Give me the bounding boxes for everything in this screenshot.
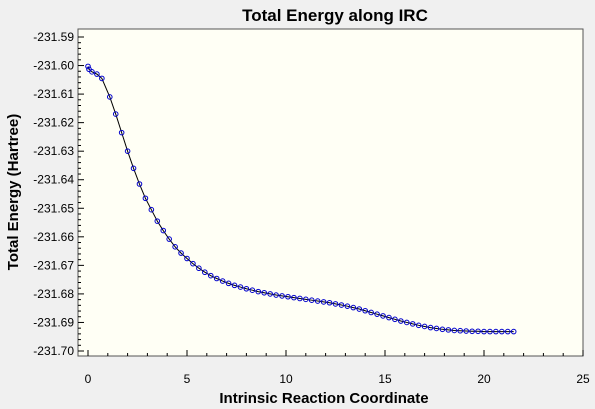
- y-tick-label: -231.59: [33, 30, 74, 44]
- data-point: [106, 94, 113, 100]
- data-point: [142, 195, 149, 202]
- data-point: [326, 299, 333, 306]
- x-tick-label: 15: [378, 372, 392, 386]
- data-point: [338, 302, 345, 308]
- data-point: [457, 327, 464, 334]
- data-point: [308, 297, 315, 303]
- data-point: [112, 111, 119, 117]
- data-point: [94, 71, 100, 77]
- y-tick-label: -231.60: [33, 59, 74, 73]
- data-point: [267, 291, 273, 297]
- y-tick-label: -231.65: [33, 201, 74, 215]
- data-point: [398, 318, 404, 324]
- data-point: [196, 265, 202, 272]
- data-point: [297, 295, 303, 302]
- data-point: [487, 328, 493, 335]
- data-point: [463, 328, 469, 334]
- data-point: [243, 285, 250, 292]
- data-point: [130, 165, 137, 172]
- data-point: [403, 319, 410, 326]
- data-point: [504, 328, 511, 335]
- y-tick-label: -231.68: [33, 287, 74, 301]
- x-tick-label: 0: [85, 372, 92, 386]
- data-point: [273, 292, 279, 298]
- data-point: [427, 324, 434, 331]
- plot-area: [77, 28, 584, 357]
- y-axis: -231.59 -231.60 -231.61 -231.62 -231.63 -231.…: [33, 30, 84, 358]
- data-point: [148, 206, 155, 213]
- data-point: [291, 294, 297, 301]
- data-point: [314, 298, 321, 304]
- data-point: [178, 250, 184, 256]
- data-point: [89, 69, 95, 75]
- data-point: [481, 328, 487, 335]
- data-point: [374, 311, 380, 317]
- data-point: [124, 148, 131, 154]
- data-point: [166, 236, 172, 242]
- x-tick-label: 5: [184, 372, 191, 386]
- y-tick-label: -231.67: [33, 258, 74, 272]
- data-point: [415, 322, 422, 329]
- data-point: [184, 255, 190, 262]
- data-point: [445, 327, 452, 333]
- chart-title: Total Energy along IRC: [242, 6, 428, 25]
- data-point: [249, 287, 256, 294]
- data-point: [160, 227, 167, 234]
- data-point: [190, 260, 196, 267]
- data-point: [154, 218, 161, 224]
- data-point: [118, 129, 125, 136]
- x-tick-label: 20: [477, 372, 491, 386]
- data-point: [493, 328, 499, 335]
- data-point: [380, 313, 386, 319]
- y-axis-label: Total Energy (Hartree): [5, 114, 22, 270]
- data-point: [350, 304, 357, 311]
- y-tick-label: -231.62: [33, 116, 74, 130]
- data-point: [386, 314, 392, 321]
- data-point: [451, 327, 458, 334]
- data-point: [279, 293, 285, 299]
- data-point: [261, 289, 268, 296]
- y-tick-label: -231.64: [33, 173, 74, 187]
- data-point: [85, 63, 91, 70]
- data-point: [368, 309, 374, 316]
- data-point: [392, 316, 398, 323]
- data-point: [225, 280, 232, 287]
- data-point: [475, 328, 481, 335]
- x-axis: 0 5 10 15 20 25: [85, 350, 590, 386]
- data-point: [213, 275, 220, 282]
- data-point: [439, 326, 446, 333]
- x-axis-label: Intrinsic Reaction Coordinate: [219, 390, 428, 407]
- data-point: [285, 293, 291, 300]
- data-point: [172, 244, 178, 250]
- x-tick-label: 25: [576, 372, 590, 386]
- data-point: [207, 272, 214, 279]
- y-tick-label: -231.66: [33, 230, 74, 244]
- data-point: [136, 181, 143, 187]
- y-tick-label: -231.69: [33, 315, 74, 329]
- x-tick-label: 10: [279, 372, 293, 386]
- data-point: [202, 269, 208, 276]
- y-tick-label: -231.63: [33, 144, 74, 158]
- data-point: [433, 325, 440, 332]
- data-point: [237, 284, 244, 290]
- data-point: [510, 328, 517, 335]
- data-point: [421, 323, 428, 330]
- data-point: [255, 288, 262, 295]
- data-point: [356, 306, 363, 312]
- data-point: [320, 299, 327, 305]
- data-point: [231, 282, 238, 289]
- y-tick-label: -231.61: [33, 87, 74, 101]
- data-point: [469, 328, 475, 335]
- data-point: [344, 303, 351, 309]
- data-point: [303, 296, 309, 303]
- data-point-markers: [85, 63, 517, 335]
- data-point: [219, 278, 226, 284]
- data-point: [99, 75, 105, 82]
- data-point: [409, 321, 416, 327]
- data-point: [332, 301, 339, 307]
- data-point: [362, 307, 369, 314]
- y-tick-label: -231.70: [33, 344, 74, 358]
- data-point: [499, 328, 505, 335]
